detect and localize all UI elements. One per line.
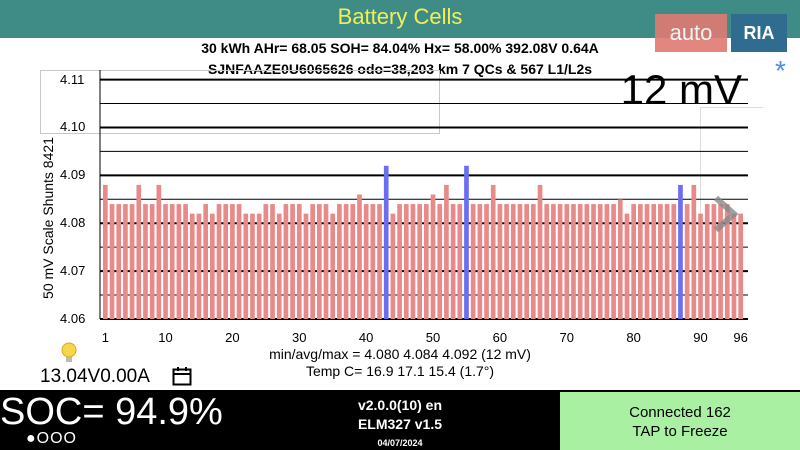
y-tick-label: 4.11 (60, 71, 85, 87)
version-info: v2.0.0(10) en ELM327 v1.5 (345, 396, 455, 434)
scale-readout: 12 mV (620, 66, 742, 113)
y-tick-label: 4.06 (60, 311, 86, 326)
temperature-readout: Temp C= 16.9 17.1 15.4 (1.7°) (305, 363, 495, 379)
calendar-icon[interactable] (172, 366, 192, 386)
scroll-region[interactable] (700, 107, 763, 318)
x-tick-label: 50 (425, 330, 441, 345)
x-tick-label: 80 (626, 330, 641, 345)
x-tick-label: 70 (559, 330, 575, 345)
adapter-line: ELM327 v1.5 (357, 416, 443, 432)
x-tick-label: 1 (101, 330, 109, 345)
connection-status-button[interactable]: Connected 162 TAP to Freeze (560, 392, 800, 450)
connection-line: Connected 162 (629, 404, 731, 421)
soc-readout: SOC= 94.9% (0, 391, 223, 433)
summary-line-1: 30 kWh AHr= 68.05 SOH= 84.04% Hx= 58.00%… (201, 40, 599, 56)
aux-voltage-readout: 13.04V0.00A (40, 366, 150, 387)
y-tick-label: 4.10 (60, 119, 86, 135)
y-tick-label: 4.08 (60, 215, 86, 231)
date-label: 04/07/2024 (377, 438, 423, 448)
zoom-frame (40, 70, 440, 134)
x-tick-label: 96 (733, 330, 748, 345)
lightbulb-icon[interactable] (58, 340, 80, 366)
summary-line-2: SJNFAAZE0U6065626 odo=38,203 km 7 QCs & … (207, 61, 593, 77)
page-title: Battery Cells (337, 4, 463, 29)
x-tick-label: 20 (225, 330, 240, 345)
x-tick-label: 60 (492, 330, 508, 345)
x-tick-label: 40 (358, 330, 374, 345)
y-tick-label: 4.09 (60, 167, 86, 183)
freeze-hint: TAP to Freeze (632, 423, 728, 440)
minavgmax-readout: min/avg/max = 4.080 4.084 4.092 (12 mV) (269, 346, 531, 362)
page-indicator[interactable]: ●OOO (26, 430, 77, 447)
asterisk-icon[interactable]: * (775, 55, 786, 86)
scale-shunts-label: 50 mV Scale Shunts 8421 (40, 137, 56, 299)
watermark-auto: auto (655, 14, 727, 52)
x-tick-label: 90 (693, 330, 708, 345)
y-tick-label: 4.07 (60, 263, 86, 279)
version-line: v2.0.0(10) en (357, 397, 443, 413)
x-tick-label: 10 (158, 330, 173, 345)
watermark-ria-logo: RIA (731, 14, 787, 52)
x-tick-label: 30 (292, 330, 307, 345)
